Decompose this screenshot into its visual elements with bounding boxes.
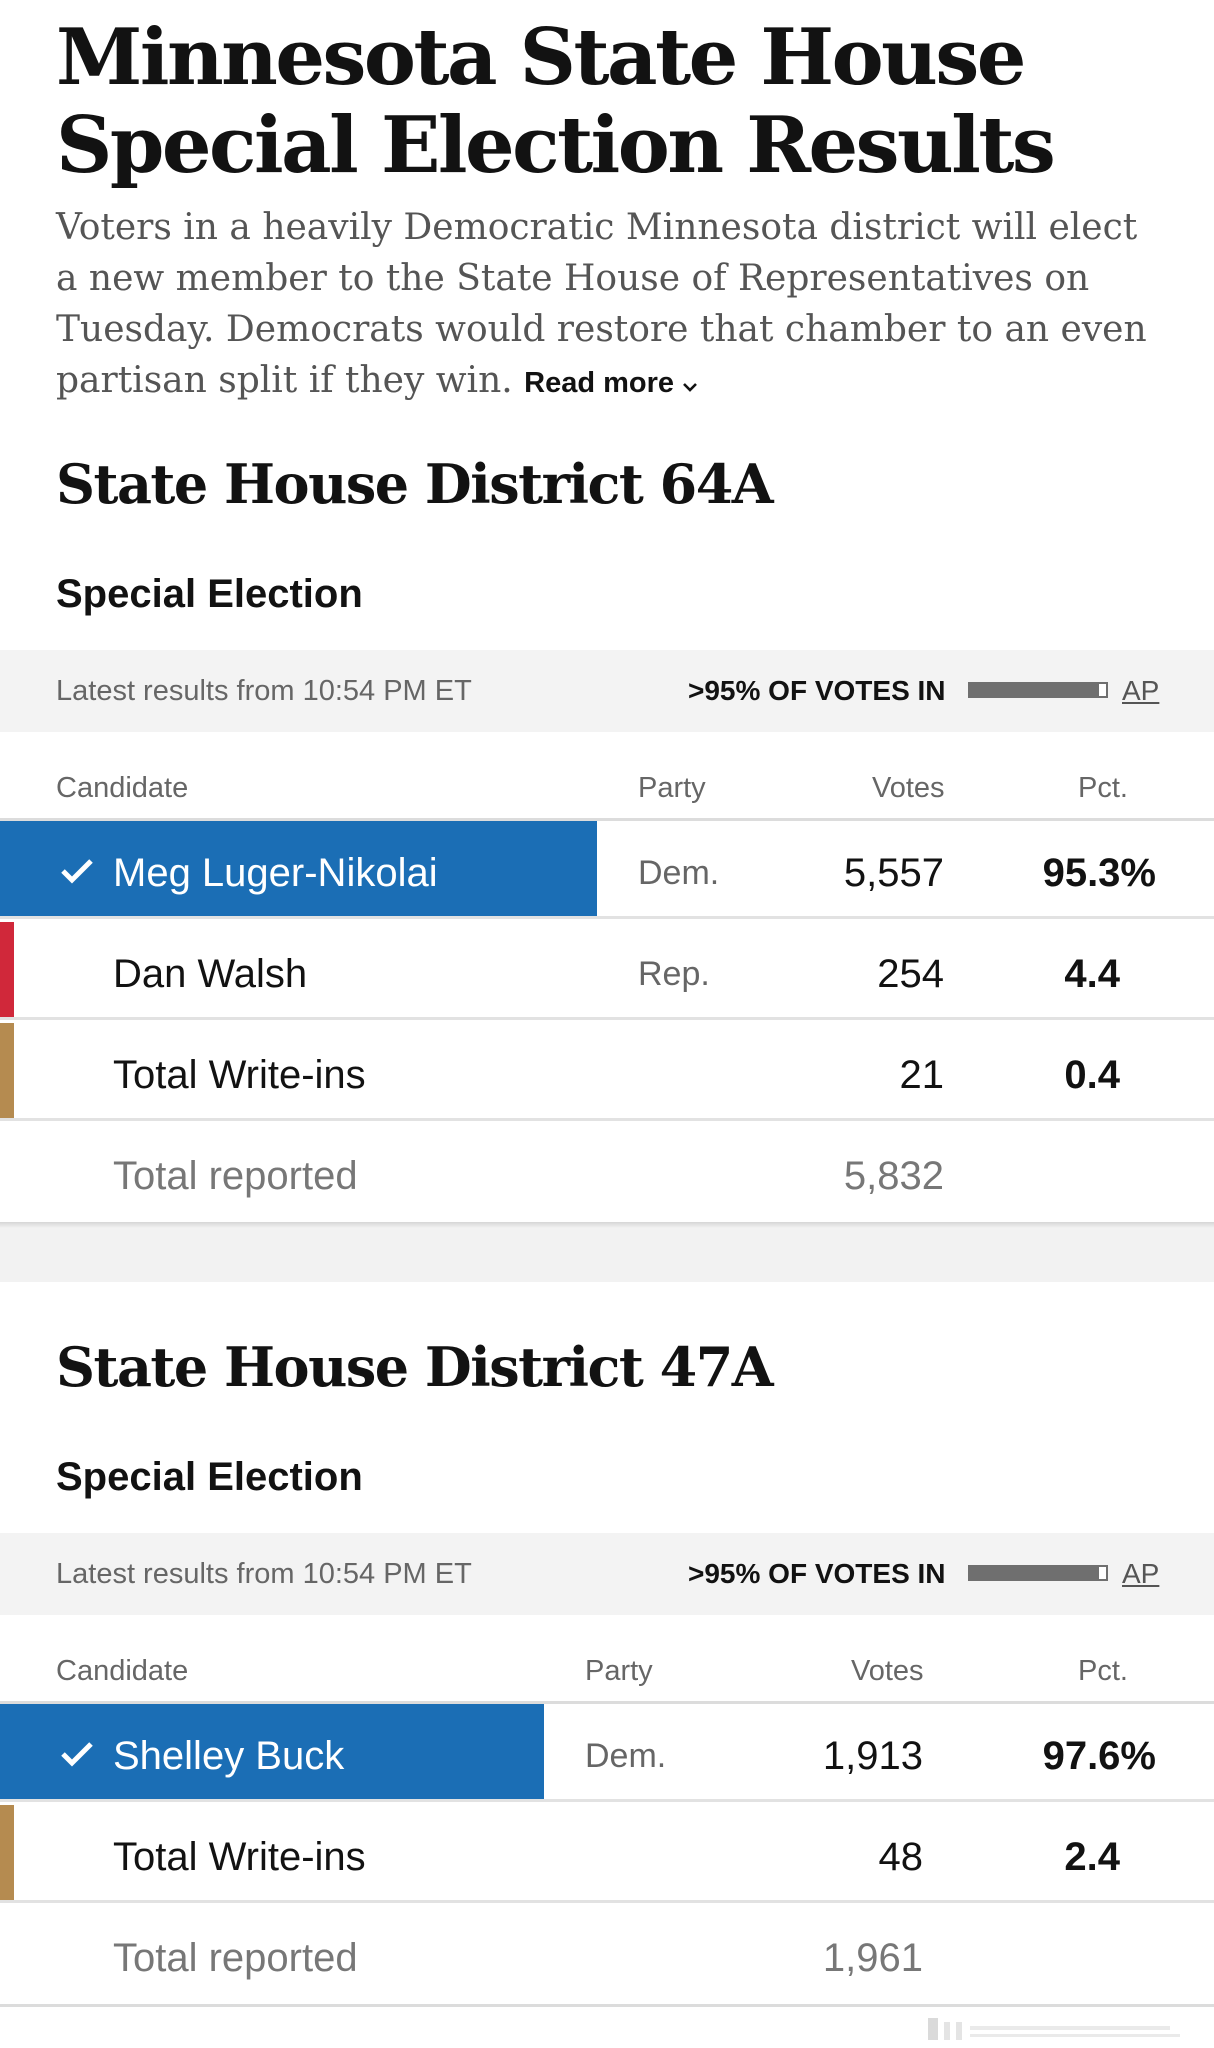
total-reported-votes: 5,832 [843,1154,944,1198]
intro-paragraph: Voters in a heavily Democratic Minnesota… [56,202,1166,410]
race-title: State House District 64A [56,452,774,516]
col-header-pct: Pct. [1078,772,1128,804]
checkmark-icon [60,1740,94,1773]
votes-in-label: >95% OF VOTES IN [688,675,946,706]
col-header-party: Party [585,1655,653,1687]
race-subtitle: Special Election [56,1455,363,1499]
total-reported-row: Total reported 1,961 [0,1906,1214,2004]
race-title: State House District 47A [56,1335,774,1399]
total-reported-row: Total reported 5,832 [0,1124,1214,1222]
ap-source-link[interactable]: AP [1122,675,1160,706]
candidate-party: Rep. [638,955,710,993]
col-header-pct: Pct. [1078,1655,1128,1687]
candidate-votes: 5,557 [843,851,944,895]
party-color-bar-rep [0,922,14,1020]
chevron-down-icon [682,359,698,410]
winner-highlight [0,1704,544,1802]
intro-text: Voters in a heavily Democratic Minnesota… [56,207,1147,401]
col-header-party: Party [638,772,706,804]
total-reported-votes: 1,961 [822,1936,923,1980]
row-divider [0,1900,1214,1903]
card-shadow [0,1222,1214,1228]
party-color-bar-write-in [0,1023,14,1121]
section-divider [0,1222,1214,1282]
votes-in-progress-bar [968,682,1108,698]
candidate-name: Total Write-ins [113,1835,366,1879]
candidate-name: Meg Luger-Nikolai [113,851,438,895]
votes-in-progress-fill [970,684,1100,696]
table-bottom-rule [0,2004,1214,2007]
col-header-candidate: Candidate [56,1655,189,1687]
watermark-logo [928,2018,1180,2040]
winner-highlight [0,821,597,919]
candidate-votes: 21 [899,1053,945,1097]
total-reported-label: Total reported [113,1936,358,1980]
total-reported-label: Total reported [113,1154,358,1198]
row-divider [0,1017,1214,1020]
candidate-pct: 4.4 [1064,952,1120,996]
candidate-pct: 95.3% [1042,851,1156,895]
candidate-party: Dem. [585,1737,667,1775]
party-color-bar-write-in [0,1805,14,1903]
candidate-row: Shelley Buck Dem. 1,913 97.6% [0,1704,1214,1802]
race-subtitle: Special Election [56,572,363,616]
candidate-name: Total Write-ins [113,1053,366,1097]
votes-in-progress-bar [968,1565,1108,1581]
read-more-label: Read more [524,367,675,399]
results-meta-bar: Latest results from 10:54 PM ET >95% OF … [0,1533,1214,1615]
candidate-pct: 0.4 [1064,1053,1120,1097]
checkmark-icon [60,857,94,890]
candidate-row: Meg Luger-Nikolai Dem. 5,557 95.3% [0,821,1214,919]
votes-in-label: >95% OF VOTES IN [688,1558,946,1589]
candidate-name: Shelley Buck [113,1734,345,1778]
candidate-row: Total Write-ins 48 2.4 [0,1805,1214,1903]
latest-results-time: Latest results from 10:54 PM ET [56,1558,472,1590]
col-header-votes: Votes [851,1655,924,1687]
row-divider [0,916,1214,919]
candidate-votes: 1,913 [822,1734,923,1778]
candidate-name: Dan Walsh [113,952,308,996]
col-header-candidate: Candidate [56,772,189,804]
latest-results-time: Latest results from 10:54 PM ET [56,675,472,707]
candidate-party: Dem. [638,854,720,892]
row-divider [0,1799,1214,1802]
votes-in-progress-fill [970,1567,1100,1579]
header-divider [0,1701,1214,1704]
candidate-votes: 254 [877,952,944,996]
candidate-pct: 2.4 [1064,1835,1120,1879]
row-divider [0,1118,1214,1121]
ap-source-link[interactable]: AP [1122,1558,1160,1589]
col-header-votes: Votes [872,772,945,804]
read-more-link[interactable]: Read more [524,367,698,399]
candidate-row: Total Write-ins 21 0.4 [0,1023,1214,1121]
page-title: Minnesota State House Special Election R… [56,12,1056,191]
candidate-pct: 97.6% [1042,1734,1156,1778]
header-divider [0,818,1214,821]
candidate-votes: 48 [878,1835,924,1879]
results-meta-bar: Latest results from 10:54 PM ET >95% OF … [0,650,1214,732]
candidate-row: Dan Walsh Rep. 254 4.4 [0,922,1214,1020]
